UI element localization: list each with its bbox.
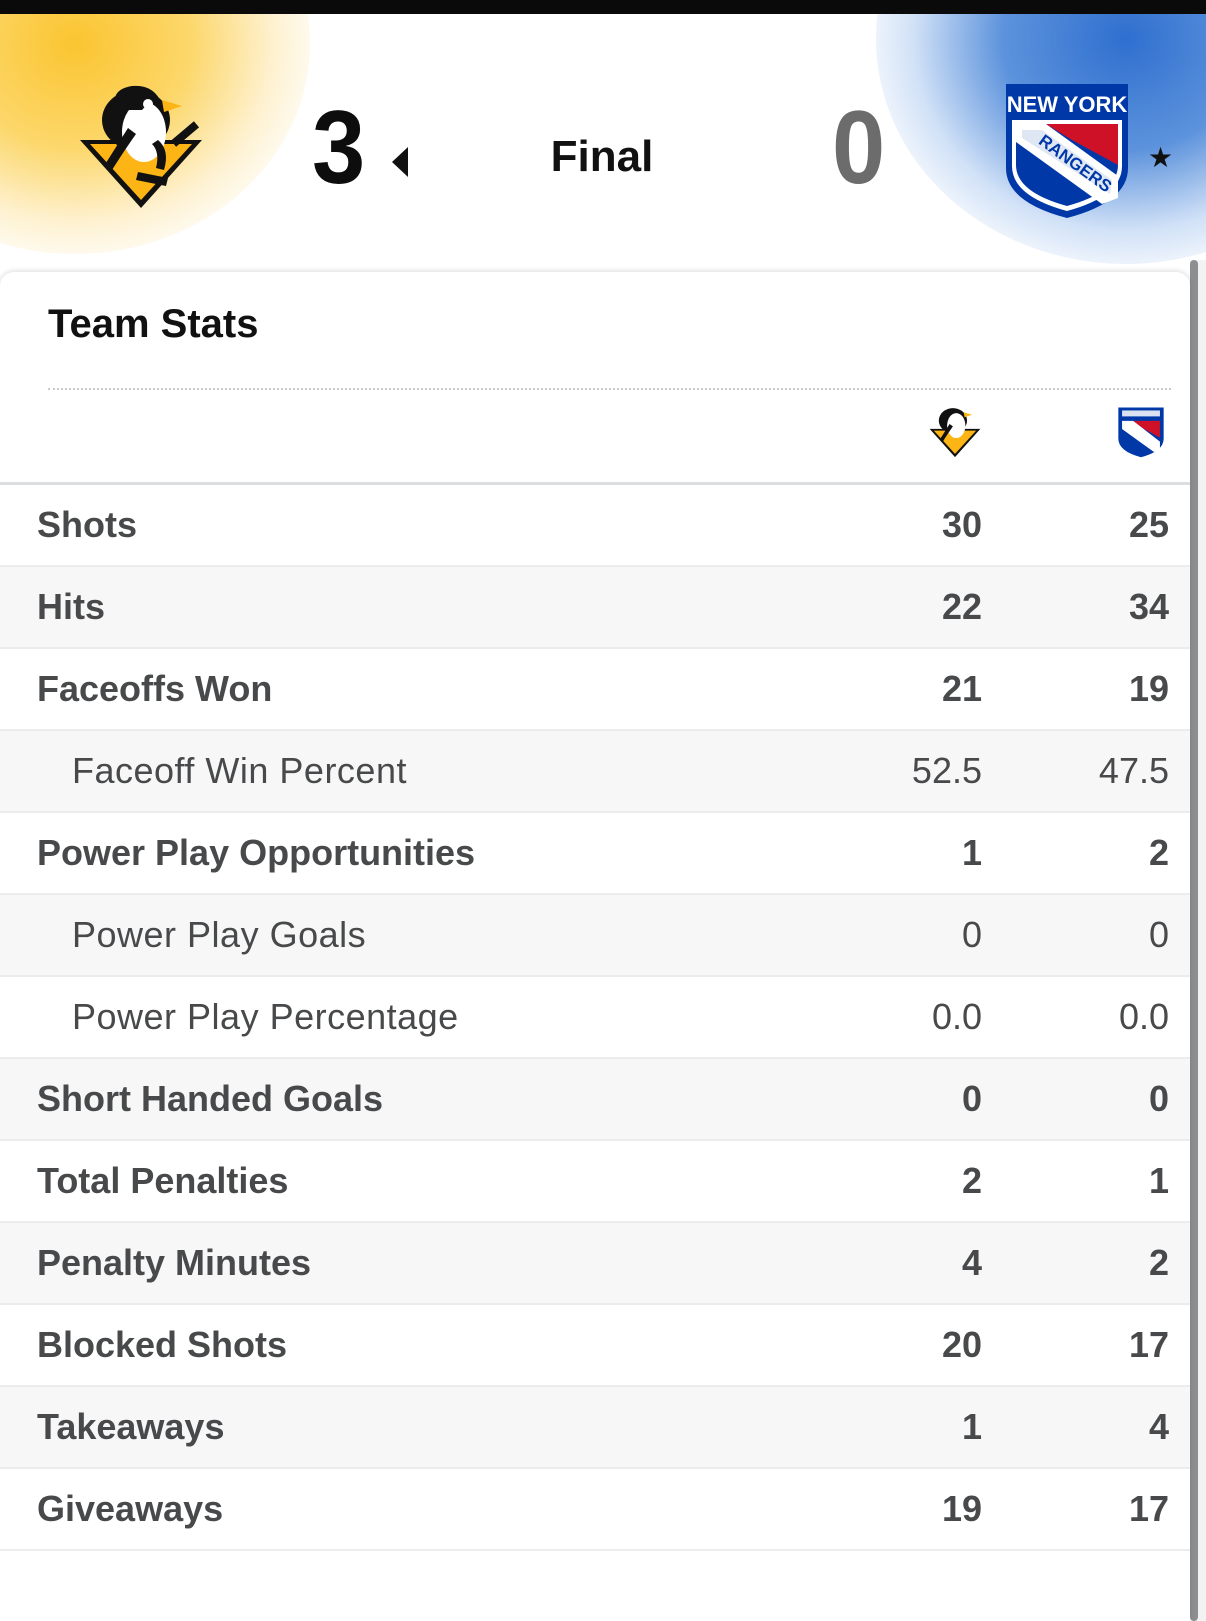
stat-label: Power Play Percentage bbox=[72, 996, 459, 1037]
home-stat-value: 30 bbox=[941, 504, 982, 545]
away-stat-value: 4 bbox=[1148, 1406, 1169, 1447]
stat-label: Faceoffs Won bbox=[37, 668, 273, 709]
stat-label: Hits bbox=[37, 586, 106, 627]
game-status: Final bbox=[550, 132, 654, 181]
home-stat-value: 0 bbox=[961, 1078, 982, 1119]
table-row: Giveaways 19 17 bbox=[0, 1469, 1190, 1551]
stat-label: Short Handed Goals bbox=[37, 1078, 384, 1119]
away-stat-value: 17 bbox=[1128, 1488, 1169, 1529]
away-stat-value: 0 bbox=[1148, 1078, 1169, 1119]
away-score: 0 bbox=[832, 90, 886, 206]
home-stat-value: 0.0 bbox=[931, 996, 982, 1037]
away-stat-value: 47.5 bbox=[1098, 750, 1169, 791]
stat-label: Giveaways bbox=[37, 1488, 224, 1529]
table-row: Short Handed Goals 0 0 bbox=[0, 1059, 1190, 1141]
rangers-logo-icon[interactable]: NEW YORK RANGERS bbox=[1002, 80, 1132, 220]
stat-label: Penalty Minutes bbox=[37, 1242, 312, 1283]
table-row: Penalty Minutes 4 2 bbox=[0, 1223, 1190, 1305]
scoreboard-header: 3 Final 0 NEW YORK RANGERS ★ bbox=[0, 14, 1206, 270]
home-score: 3 bbox=[312, 90, 365, 206]
table-row: Blocked Shots 20 17 bbox=[0, 1305, 1190, 1387]
stat-label: Total Penalties bbox=[37, 1160, 289, 1201]
rangers-column-logo-icon bbox=[1118, 407, 1164, 458]
stat-label: Power Play Goals bbox=[72, 914, 367, 955]
scrollbar-thumb[interactable] bbox=[1190, 260, 1198, 1621]
stat-label: Power Play Opportunities bbox=[37, 832, 476, 873]
home-stat-value: 4 bbox=[961, 1242, 982, 1283]
triangle-left-icon bbox=[392, 147, 408, 177]
table-row: Power Play Goals 0 0 bbox=[0, 895, 1190, 977]
away-stat-value: 34 bbox=[1128, 586, 1169, 627]
home-stat-value: 1 bbox=[961, 1406, 982, 1447]
stat-label: Takeaways bbox=[37, 1406, 225, 1447]
away-stat-value: 0 bbox=[1148, 914, 1169, 955]
home-stat-value: 20 bbox=[941, 1324, 982, 1365]
stat-label: Faceoff Win Percent bbox=[72, 750, 407, 791]
stat-label: Shots bbox=[37, 504, 138, 545]
away-stat-value: 2 bbox=[1148, 832, 1169, 873]
table-row: Shots 30 25 bbox=[0, 485, 1190, 567]
table-row: Faceoff Win Percent 52.5 47.5 bbox=[0, 731, 1190, 813]
home-stat-value: 1 bbox=[961, 832, 982, 873]
table-header-divider bbox=[0, 482, 1190, 485]
home-stat-value: 52.5 bbox=[911, 750, 982, 791]
away-stat-value: 25 bbox=[1128, 504, 1169, 545]
team-stats-card: Team Stats Shots 30 25 Hits 22 34 Faceoffs Won… bbox=[0, 272, 1190, 1621]
rangers-logo-top-text: NEW YORK bbox=[1007, 92, 1128, 117]
away-stat-value: 1 bbox=[1148, 1160, 1169, 1201]
table-row: Faceoffs Won 21 19 bbox=[0, 649, 1190, 731]
home-stat-value: 19 bbox=[941, 1488, 982, 1529]
home-stat-value: 0 bbox=[961, 914, 982, 955]
home-stat-value: 22 bbox=[941, 586, 982, 627]
stat-label: Blocked Shots bbox=[37, 1324, 288, 1365]
home-stat-value: 2 bbox=[961, 1160, 982, 1201]
table-row: Takeaways 1 4 bbox=[0, 1387, 1190, 1469]
away-stat-value: 2 bbox=[1148, 1242, 1169, 1283]
table-row: Total Penalties 2 1 bbox=[0, 1141, 1190, 1223]
title-divider bbox=[48, 388, 1171, 390]
stats-table: Shots 30 25 Hits 22 34 Faceoffs Won 21 19 Faceoff… bbox=[0, 485, 1190, 1551]
away-stat-value: 0.0 bbox=[1118, 996, 1169, 1037]
table-row: Power Play Percentage 0.0 0.0 bbox=[0, 977, 1190, 1059]
status-bar bbox=[0, 0, 1206, 14]
away-stat-value: 19 bbox=[1128, 668, 1169, 709]
penguins-column-logo-icon bbox=[929, 408, 981, 458]
away-stat-value: 17 bbox=[1128, 1324, 1169, 1365]
table-row: Power Play Opportunities 1 2 bbox=[0, 813, 1190, 895]
star-icon[interactable]: ★ bbox=[1148, 142, 1174, 173]
penguins-logo-icon[interactable] bbox=[78, 80, 204, 210]
table-row: Hits 22 34 bbox=[0, 567, 1190, 649]
home-stat-value: 21 bbox=[941, 668, 982, 709]
section-title: Team Stats bbox=[48, 302, 259, 346]
